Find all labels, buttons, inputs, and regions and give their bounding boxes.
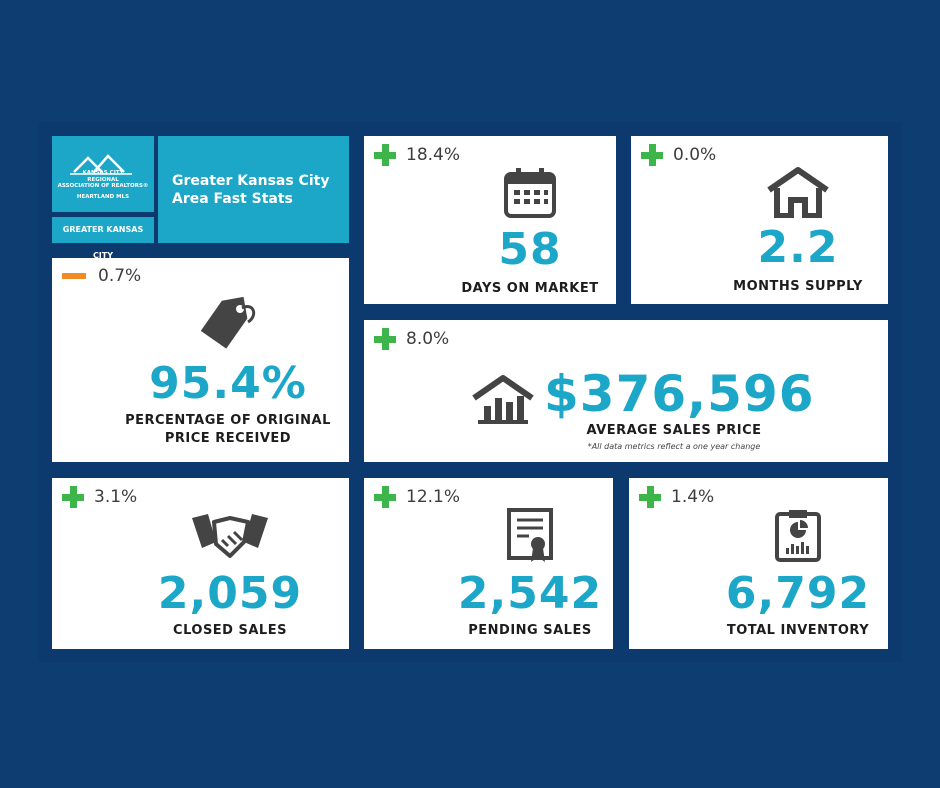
- logo-houses: [70, 154, 132, 175]
- stat-card: 18.4% 58 DAYS ON MARKET: [364, 136, 616, 304]
- stat-label: PENDING SALES: [468, 623, 592, 638]
- increase-icon: [374, 328, 396, 350]
- stat-card: 3.1% 2,059 CLOSED SALES: [52, 478, 349, 649]
- increase-icon: [639, 486, 661, 508]
- decrease-icon: [62, 273, 86, 279]
- stat-value: 2.2: [757, 222, 839, 273]
- stat-value: 2,059: [157, 568, 303, 619]
- change: 8.0%: [406, 329, 450, 349]
- stat-value: 2,542: [457, 568, 603, 619]
- house-icon: [767, 167, 829, 218]
- stat-card: 12.1% 2,542 PENDING SALES: [364, 478, 613, 649]
- stat-label: TOTAL INVENTORY: [726, 623, 870, 638]
- stat-value: $376,596: [544, 365, 815, 423]
- stat-value: 6,792: [725, 568, 871, 619]
- clipboard-icon: [775, 510, 821, 562]
- logo-text: HEARTLAND MLS: [76, 193, 130, 200]
- increase-icon: [374, 144, 396, 166]
- title: Greater Kansas City Area Fast Stats: [172, 173, 330, 207]
- stat-card: 1.4% 6,792 TOTAL INVENTORY: [629, 478, 888, 649]
- change: 18.4%: [406, 145, 461, 165]
- logo: KANSAS CITY REGIONAL ASSOCIATION OF REAL…: [52, 136, 154, 212]
- title-box: Greater Kansas City Area Fast Stats: [158, 136, 349, 243]
- increase-icon: [374, 486, 396, 508]
- change: 1.4%: [671, 487, 715, 507]
- stat-card: 8.0% $376,596 AVERAGE SALES PRICE *All d…: [364, 320, 888, 462]
- change: 0.0%: [673, 145, 717, 165]
- region-label: GREATER KANSAS CITY: [52, 217, 154, 260]
- stat-label: MONTHS SUPPLY: [733, 279, 863, 294]
- stat-card: 0.0% 2.2 MONTHS SUPPLY: [631, 136, 888, 304]
- stat-label: DAYS ON MARKET: [461, 281, 599, 296]
- stat-label: AVERAGE SALES PRICE: [586, 423, 762, 438]
- change: 3.1%: [94, 487, 138, 507]
- house-chart-icon: [472, 375, 534, 424]
- tag-icon: [200, 296, 256, 349]
- increase-icon: [641, 144, 663, 166]
- stat-value: 58: [498, 224, 562, 275]
- calendar-icon: [504, 168, 556, 218]
- logo-text: ASSOCIATION OF REALTORS®: [57, 183, 149, 189]
- change: 0.7%: [98, 266, 142, 286]
- logo-text: KANSAS CITY: [82, 170, 124, 176]
- stat-label: CLOSED SALES: [173, 623, 287, 638]
- certificate-icon: [507, 508, 553, 562]
- footnote: *All data metrics reflect a one year cha…: [587, 442, 761, 451]
- stat-value: 95.4%: [149, 358, 307, 409]
- change: 12.1%: [406, 487, 461, 507]
- increase-icon: [62, 486, 84, 508]
- logo-text: REGIONAL: [87, 176, 119, 183]
- handshake-icon: [192, 514, 268, 558]
- stat-label: PERCENTAGE OF ORIGINAL PRICE RECEIVED: [125, 413, 331, 446]
- stat-card: 0.7% 95.4% PERCENTAGE OF ORIGINAL PRICE …: [52, 258, 349, 462]
